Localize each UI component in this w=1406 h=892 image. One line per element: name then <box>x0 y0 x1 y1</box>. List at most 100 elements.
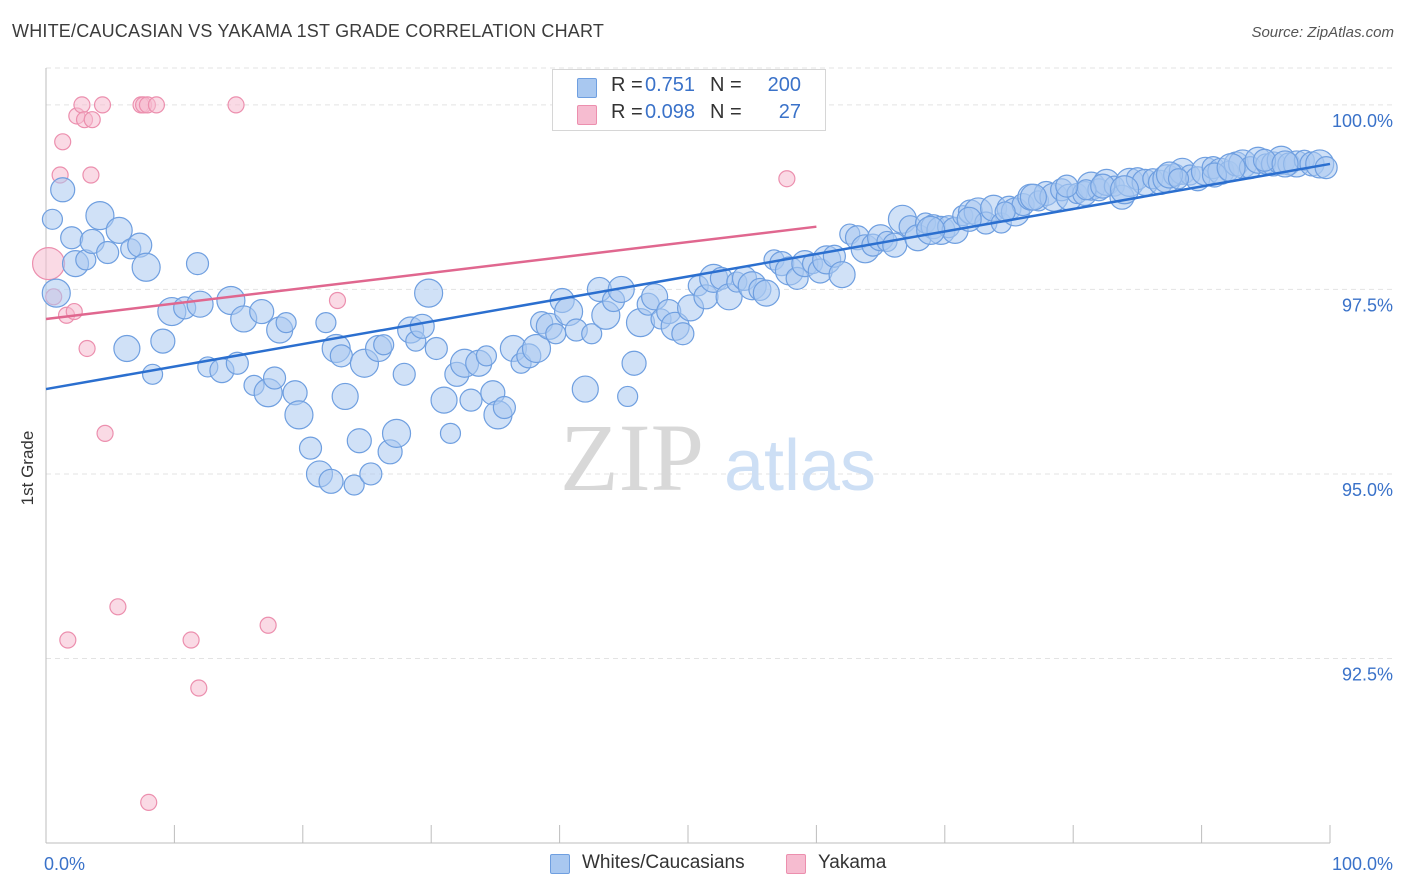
whites-point <box>315 312 337 334</box>
chart-title: WHITE/CAUCASIAN VS YAKAMA 1ST GRADE CORR… <box>12 21 605 41</box>
whites-point <box>459 388 483 412</box>
whites-point <box>284 400 314 430</box>
whites-point <box>60 226 84 250</box>
legend-n-label: N = <box>710 74 742 96</box>
whites-point <box>1055 174 1079 198</box>
whites-point <box>50 177 76 203</box>
whites-point <box>346 428 372 454</box>
whites-point <box>916 215 946 245</box>
yakama-points <box>31 96 796 812</box>
whites-point <box>150 328 176 354</box>
whites-point <box>492 395 516 420</box>
watermark: ZIP atlas <box>560 404 876 511</box>
yakama-point <box>59 631 77 649</box>
yakama-point <box>82 166 100 184</box>
whites-point <box>409 313 435 339</box>
whites-point <box>249 298 275 325</box>
legend-row-whites: R = 0.751 N = 200 <box>553 74 825 100</box>
whites-point <box>1019 183 1047 211</box>
whites-point <box>521 333 552 364</box>
whites-point <box>617 385 639 408</box>
bottom-legend-swatch-yakama <box>786 854 806 874</box>
yakama-point <box>73 96 91 114</box>
legend-r-label: R = <box>611 74 643 96</box>
whites-point <box>1109 175 1140 205</box>
whites-point <box>392 362 416 386</box>
y-tick-label: 97.5% <box>1342 295 1393 315</box>
yakama-point <box>78 339 96 358</box>
legend-r-value: 0.098 <box>645 101 696 123</box>
whites-point <box>1216 153 1246 183</box>
y-tick-label: 92.5% <box>1342 664 1393 684</box>
x-tick-label: 100.0% <box>1332 854 1393 874</box>
axes <box>45 68 1331 844</box>
yakama-point <box>140 793 158 812</box>
whites-points <box>41 145 1338 496</box>
whites-point <box>41 278 71 308</box>
y-axis-label: 1st Grade <box>18 431 37 506</box>
legend-row-yakama: R = 0.098 N = 27 <box>553 101 825 127</box>
x-tick-label: 0.0% <box>44 854 85 874</box>
whites-point <box>275 312 297 334</box>
whites-point <box>430 386 458 414</box>
yakama-point <box>109 598 127 616</box>
whites-point <box>186 290 214 318</box>
whites-point <box>414 278 444 308</box>
source-label: Source: ZipAtlas.com <box>1251 24 1394 41</box>
whites-point <box>343 474 365 496</box>
bottom-legend-label-yakama: Yakama <box>818 852 887 873</box>
whites-point <box>113 334 141 363</box>
legend-n-value: 27 <box>778 101 801 123</box>
bottom-legend-label-whites: Whites/Caucasians <box>582 852 745 873</box>
whites-point <box>828 261 856 289</box>
whites-point <box>571 375 599 403</box>
yakama-point <box>54 133 72 151</box>
yakama-point <box>778 170 796 188</box>
correlation-legend: R = 0.751 N = 200 R = 0.098 N = 27 <box>552 69 826 131</box>
whites-point <box>381 418 412 448</box>
bottom-legend-swatch-whites <box>550 854 570 874</box>
whites-point <box>131 252 161 282</box>
watermark-atlas: atlas <box>724 426 876 506</box>
whites-point <box>1314 156 1338 180</box>
yakama-point <box>83 111 101 129</box>
yakama-point <box>259 616 277 634</box>
trend-lines <box>45 162 1331 391</box>
tick-labels: 92.5% 95.0% 97.5% 100.0% 0.0% 100.0% <box>44 111 1393 874</box>
yakama-point <box>328 291 347 310</box>
whites-point <box>439 422 462 444</box>
y-tick-label: 95.0% <box>1342 480 1393 500</box>
watermark-zip: ZIP <box>560 404 704 511</box>
whites-point <box>298 436 323 460</box>
whites-point <box>373 334 395 356</box>
whites-point <box>424 336 448 361</box>
y-tick-label: 100.0% <box>1332 111 1393 131</box>
yakama-trend-line <box>45 225 817 321</box>
whites-point <box>41 208 64 230</box>
whites-point <box>671 322 695 346</box>
legend-r-label: R = <box>611 101 643 123</box>
whites-point <box>185 251 210 276</box>
yakama-point <box>190 679 208 697</box>
whites-point <box>105 216 133 244</box>
whites-point <box>85 201 115 231</box>
whites-point <box>96 240 120 265</box>
whites-point <box>262 366 287 390</box>
legend-swatch-whites <box>577 78 597 98</box>
legend-n-value: 200 <box>767 74 801 96</box>
whites-point <box>475 345 498 367</box>
whites-point <box>1167 168 1190 190</box>
whites-point <box>141 363 164 385</box>
legend-swatch-yakama <box>577 105 597 125</box>
whites-point <box>331 382 359 411</box>
whites-point <box>318 468 344 494</box>
whites-point <box>329 344 353 368</box>
whites-point <box>882 232 908 258</box>
legend-r-value: 0.751 <box>645 74 696 96</box>
whites-point <box>752 279 780 307</box>
legend-n-label: N = <box>710 101 742 123</box>
yakama-point <box>147 96 166 114</box>
whites-point <box>359 462 383 486</box>
whites-point <box>545 323 567 345</box>
